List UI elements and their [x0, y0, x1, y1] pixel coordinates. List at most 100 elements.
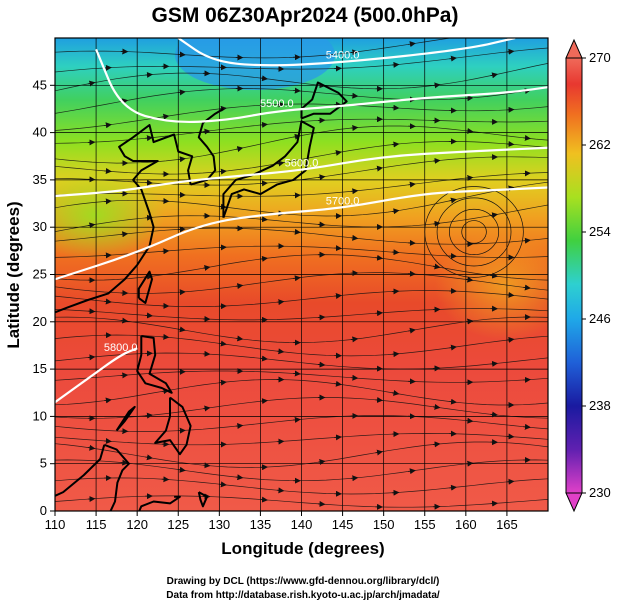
flow-arrow [350, 49, 359, 56]
flow-arrow [490, 212, 499, 219]
colorbar: 230 238 246 254 262 270 [565, 38, 611, 513]
y-tick-label: 20 [33, 314, 47, 329]
flow-arrow [449, 344, 457, 351]
streamline [55, 103, 548, 131]
coastline [115, 405, 136, 432]
flow-arrow [260, 75, 268, 82]
flow-arrow [87, 80, 96, 87]
streamline [55, 204, 548, 232]
credit-line-2: Data from http://database.rish.kyoto-u.a… [166, 590, 440, 601]
flow-arrow [350, 336, 359, 343]
streamline [55, 63, 548, 92]
y-tick-label: 40 [33, 125, 47, 140]
flow-arrow [161, 333, 170, 340]
flow-arrow [465, 174, 474, 181]
streamline [55, 38, 454, 59]
coastline [103, 443, 130, 511]
blue-patch-north [175, 38, 335, 90]
coastline [55, 124, 194, 314]
circulation-ring [424, 186, 524, 278]
flow-arrow [408, 327, 416, 334]
flow-arrow [350, 234, 359, 241]
streamline [55, 352, 548, 370]
contour-line [177, 38, 516, 67]
flow-arrow [145, 135, 153, 142]
y-tick-label: 0 [40, 503, 47, 518]
contour-label: 5600.0 [285, 157, 319, 169]
flow-arrow [375, 396, 384, 403]
flow-arrow [260, 216, 268, 223]
x-tick-label: 165 [496, 517, 518, 532]
streamline [55, 47, 548, 73]
flow-arrow [523, 237, 531, 244]
coastline [197, 491, 208, 508]
flow-arrow [506, 291, 515, 298]
flow-arrow [219, 379, 227, 386]
flow-arrow [490, 360, 499, 367]
x-tick-label: 150 [373, 517, 395, 532]
streamline [55, 290, 548, 307]
flow-arrow [178, 466, 186, 473]
flow-arrow [432, 441, 441, 448]
flow-arrow [235, 423, 244, 429]
coastline [136, 335, 173, 394]
flow-arrow [317, 459, 326, 465]
x-tick-label: 120 [126, 517, 148, 532]
circulation-ring [436, 197, 512, 267]
streamline [55, 477, 548, 495]
x-tick-label: 115 [86, 517, 107, 532]
flow-arrow [104, 168, 112, 174]
flow-arrow [506, 48, 515, 55]
coastline [300, 81, 348, 120]
x-axis-ticks: 110 115 120 125 130 135 140 145 150 155 160 165 [45, 511, 518, 532]
flow-arrow [391, 141, 400, 148]
coastlines [55, 81, 348, 511]
flow-arrow [260, 398, 268, 405]
colorbar-tick-label: 270 [589, 50, 611, 65]
flow-arrow [334, 380, 342, 387]
flow-arrow [317, 361, 326, 368]
x-tick-label: 155 [414, 517, 436, 532]
flow-arrow [432, 403, 441, 410]
y-tick-label: 45 [33, 77, 47, 92]
grid-lines [55, 38, 548, 511]
flow-arrow [523, 423, 531, 430]
x-tick-label: 160 [455, 517, 477, 532]
flow-arrow [408, 468, 416, 475]
height-contours: 5700.0 5600.0 5500.0 5400.0 5800.0 [55, 38, 548, 404]
streamline [55, 181, 548, 217]
flow-arrow [87, 354, 96, 361]
contour-line [95, 48, 548, 124]
flow-arrow [202, 405, 211, 412]
flow-arrow [178, 156, 186, 163]
colorbar-tick-label: 254 [589, 224, 611, 239]
flow-arrow [235, 335, 244, 342]
streamline [55, 459, 548, 482]
flow-arrow [375, 449, 384, 456]
flow-arrow [145, 412, 153, 419]
streamline [55, 141, 548, 175]
flow-arrow [465, 127, 474, 134]
streamline [55, 156, 548, 186]
y-tick-label: 35 [33, 172, 47, 187]
flow-arrow [449, 398, 457, 405]
flow-arrow [506, 336, 515, 343]
x-tick-label: 125 [167, 517, 189, 532]
flow-arrow [350, 188, 359, 195]
y-tick-label: 30 [33, 219, 47, 234]
y-axis-ticks: 0 5 10 15 20 25 30 35 40 45 [33, 77, 55, 518]
flow-arrow [276, 487, 285, 494]
credit-line-1: Drawing by DCL (https://www.gfd-dennou.o… [167, 576, 440, 587]
flow-arrow [350, 125, 359, 131]
flow-arrow [432, 82, 441, 89]
flow-arrow [523, 134, 531, 141]
flow-arrow [202, 265, 211, 271]
flow-arrow [375, 165, 384, 172]
flow-arrow [293, 228, 301, 235]
y-tick-label: 10 [33, 408, 47, 423]
flow-arrow [523, 284, 531, 291]
x-tick-label: 130 [208, 517, 230, 532]
flow-arrow [178, 89, 186, 96]
colorbar-tick-label: 246 [589, 311, 611, 326]
